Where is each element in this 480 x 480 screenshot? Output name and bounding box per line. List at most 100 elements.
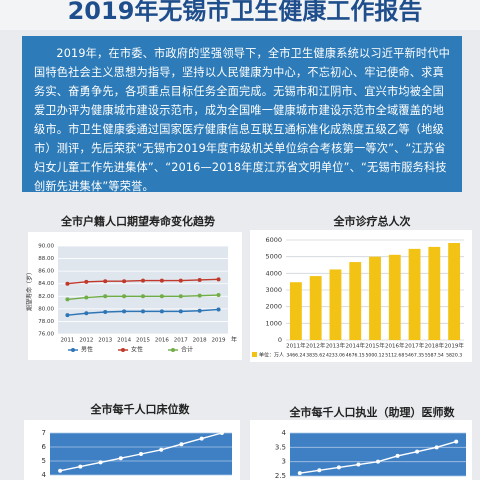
point: [434, 445, 439, 450]
x-tick-label: 2017年: [405, 342, 425, 350]
bar: [309, 276, 322, 340]
legend-label: 女性: [131, 346, 143, 354]
point: [118, 456, 123, 461]
point: [297, 471, 302, 476]
x-unit: 年: [231, 336, 237, 344]
y-tick-label: 82.00: [38, 294, 54, 300]
x-tick-label: 2013: [98, 338, 112, 344]
x-tick-label: 2015: [136, 338, 150, 344]
point: [178, 278, 183, 283]
plot-area: [290, 433, 466, 476]
point: [159, 278, 164, 283]
x-tick-label: 2018年: [425, 342, 445, 350]
y-tick-label: 4: [282, 429, 287, 437]
x-tick-label: 2019年: [444, 342, 464, 350]
y-axis-label: 期望寿命（岁）: [26, 269, 34, 311]
x-tick-label: 2012: [79, 338, 93, 344]
table-value: 5467.35: [405, 353, 424, 359]
table-value: 3466.24: [286, 353, 305, 359]
legend-marker: [71, 348, 75, 352]
chart-title: 全市诊疗总人次: [333, 214, 411, 228]
x-tick-label: 2011: [60, 338, 74, 344]
point: [103, 294, 108, 299]
bar: [408, 248, 421, 340]
point: [58, 468, 63, 473]
table-value: 4676.15: [346, 353, 365, 359]
point: [376, 459, 380, 464]
table-value: 5820.3: [446, 353, 462, 359]
chart-title: 全市户籍人口期望寿命变化趋势: [60, 214, 215, 228]
y-tick-label: 84.00: [38, 281, 54, 287]
y-tick-label: 76.00: [38, 332, 54, 338]
table-value: 5000.12: [366, 353, 385, 359]
point: [178, 294, 183, 299]
x-tick-label: 2016: [155, 338, 169, 344]
x-tick-label: 2013年: [326, 342, 346, 350]
page-title: 2019年无锡市卫生健康工作报告: [68, 0, 423, 25]
legend-label: 合计: [181, 346, 193, 354]
point: [199, 436, 204, 441]
chart-title: 全市每千人口床位数: [90, 402, 191, 416]
y-tick-label: 1000: [265, 319, 282, 327]
bar: [428, 246, 441, 340]
point: [336, 465, 341, 470]
intro-text: 2019年，在市委、市政府的坚强领导下，全市卫生健康系统以习近平新时代中国特色社…: [34, 47, 451, 193]
y-tick-label: 2.5: [275, 472, 286, 480]
point: [65, 313, 70, 318]
y-tick-label: 5000: [265, 253, 282, 261]
header-band: [0, 0, 480, 30]
point: [178, 309, 183, 314]
x-tick-label: 2012年: [306, 342, 326, 350]
point: [141, 309, 145, 314]
x-tick-label: 2014年: [345, 342, 365, 350]
legend-marker: [171, 348, 175, 352]
point: [197, 308, 202, 313]
point: [216, 277, 221, 282]
table-value: 5112.68: [385, 353, 404, 359]
point: [103, 310, 108, 314]
point: [78, 464, 83, 469]
point: [139, 452, 143, 456]
legend-marker: [121, 348, 125, 352]
point: [159, 294, 164, 299]
y-tick-label: 90.00: [38, 244, 54, 250]
point: [122, 309, 127, 314]
y-tick-label: 6: [42, 443, 47, 451]
x-tick-label: 2016年: [385, 342, 405, 350]
y-tick-label: 0: [278, 336, 282, 344]
point: [216, 307, 221, 312]
table-value: 3835.62: [306, 353, 325, 359]
point: [65, 281, 70, 286]
point: [197, 277, 202, 282]
point: [317, 468, 322, 473]
chart-title: 全市每千人口执业（助理）医师数: [289, 405, 456, 419]
y-tick-label: 6000: [265, 236, 282, 244]
y-tick-label: 78.00: [38, 319, 54, 325]
point: [197, 293, 202, 298]
x-tick-label: 2019: [212, 338, 226, 344]
x-tick-label: 2014: [117, 338, 131, 344]
point: [103, 279, 108, 284]
intro-box: [22, 36, 462, 192]
bar: [349, 262, 362, 340]
y-tick-label: 7: [42, 429, 46, 437]
point: [122, 279, 127, 284]
y-tick-label: 88.00: [38, 256, 54, 262]
plot-area: [58, 246, 228, 334]
point: [122, 294, 127, 299]
legend-label: 单位：万人: [259, 352, 284, 359]
point: [454, 439, 459, 444]
point: [216, 293, 221, 298]
y-tick-label: 80.00: [38, 306, 54, 312]
point: [219, 431, 224, 435]
point: [179, 442, 184, 447]
x-tick-label: 2015年: [365, 342, 385, 350]
point: [141, 278, 145, 283]
x-tick-label: 2011年: [286, 342, 306, 350]
bar: [289, 282, 302, 340]
table-value: 4233.06: [326, 353, 345, 359]
y-tick-label: 3000: [265, 286, 282, 294]
y-tick-label: 86.00: [38, 269, 54, 275]
point: [395, 453, 400, 458]
